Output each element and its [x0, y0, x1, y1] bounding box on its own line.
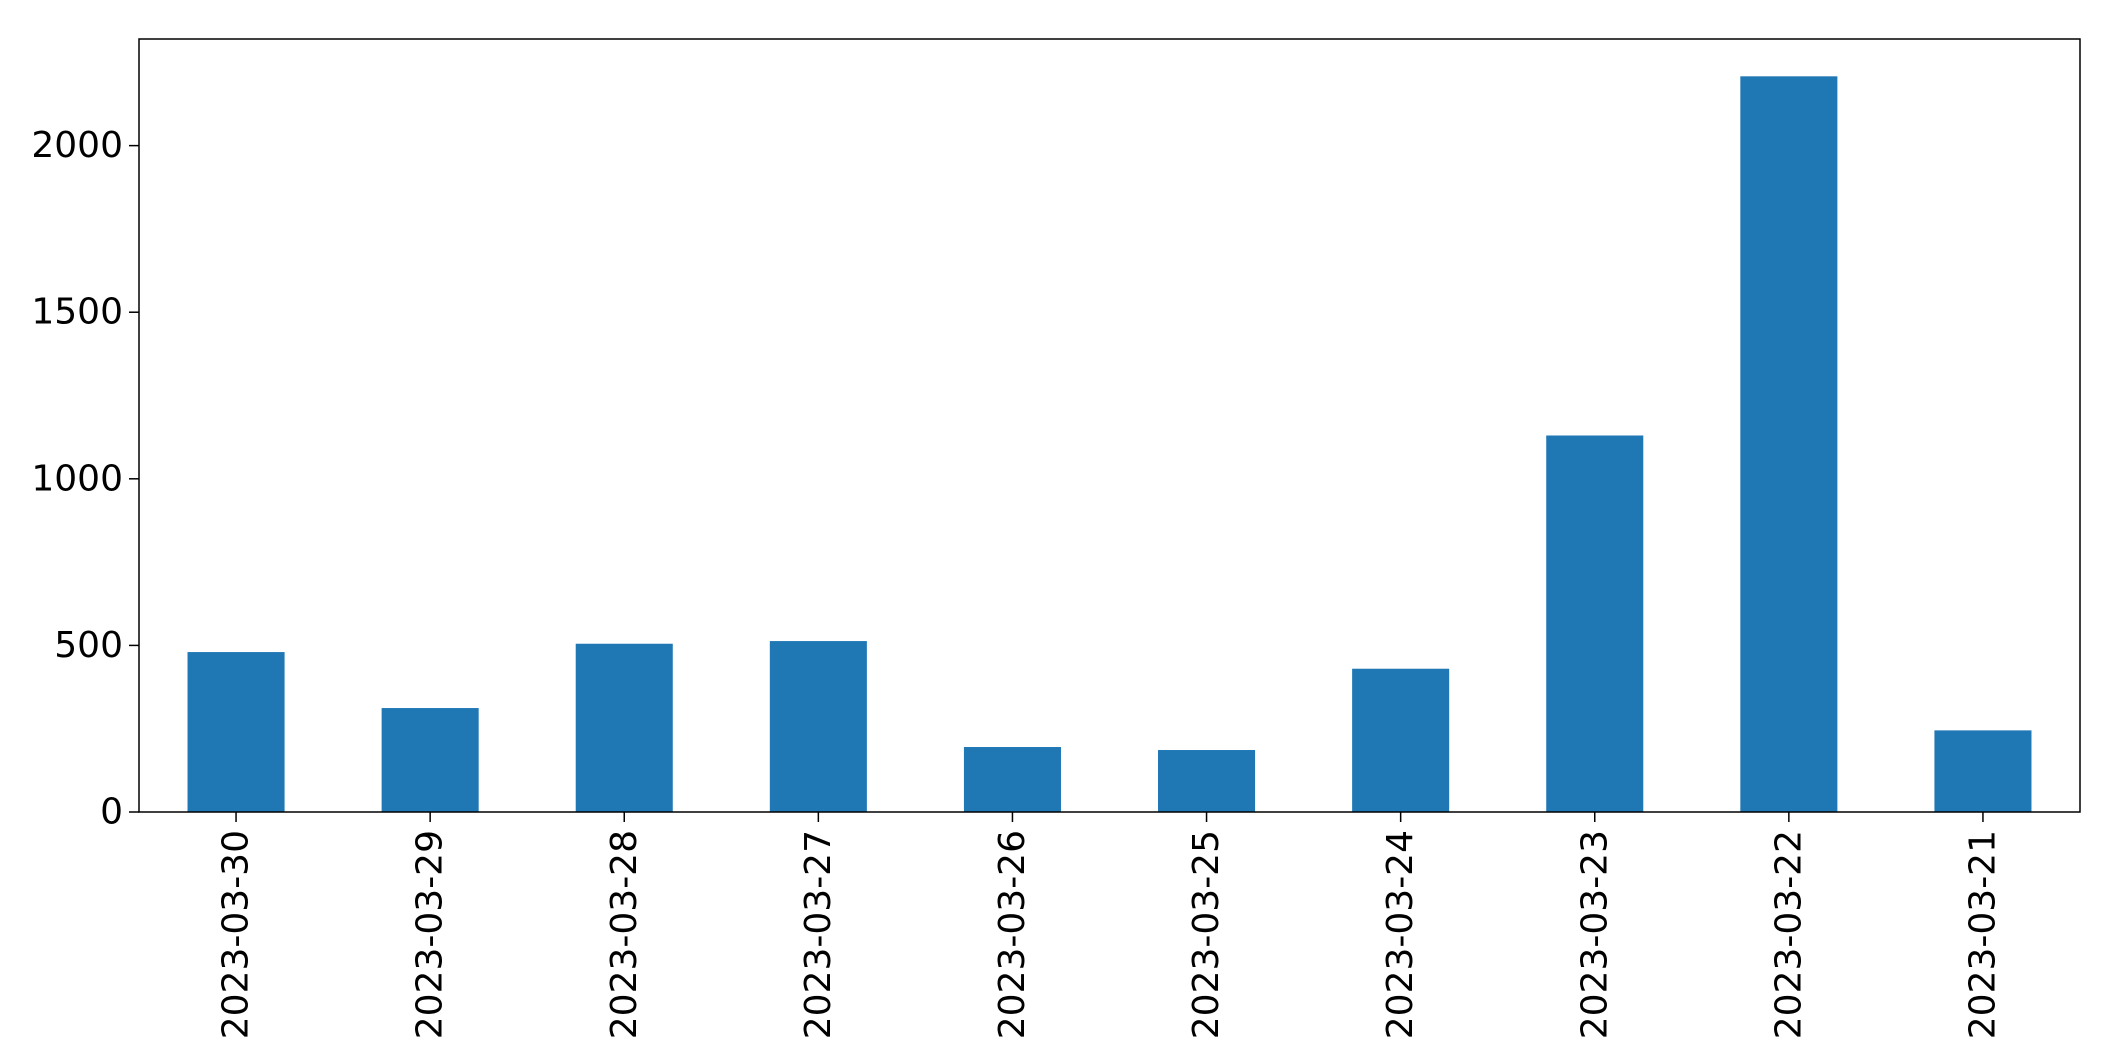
x-tick-label: 2023-03-24	[1380, 830, 1421, 1039]
y-tick-label: 2000	[31, 125, 123, 166]
x-tick-label: 2023-03-25	[1186, 830, 1227, 1039]
bar-2023-03-21	[1934, 730, 2032, 812]
x-axis: 2023-03-30 2023-03-29 2023-03-28 2023-03-27…	[216, 812, 2003, 1039]
bars-layer	[187, 76, 2032, 812]
x-tick-label: 2023-03-26	[992, 830, 1033, 1039]
bar-2023-03-27	[769, 641, 867, 812]
x-tick-label: 2023-03-30	[216, 830, 257, 1039]
bar-2023-03-25	[1158, 750, 1256, 812]
x-tick-label: 2023-03-23	[1574, 830, 1615, 1039]
bar-2023-03-22	[1740, 76, 1838, 812]
plot-area-frame	[138, 38, 2081, 813]
y-tick-label: 500	[54, 625, 123, 666]
x-tick-label: 2023-03-22	[1768, 830, 1809, 1039]
y-tick-label: 1500	[31, 292, 123, 333]
x-tick-label: 2023-03-29	[410, 830, 451, 1039]
bar-2023-03-26	[963, 747, 1061, 812]
y-tick-label: 0	[100, 792, 123, 833]
bar-2023-03-29	[381, 708, 479, 812]
x-tick-label: 2023-03-27	[798, 830, 839, 1039]
x-tick-label: 2023-03-28	[604, 830, 645, 1039]
bar-2023-03-24	[1352, 668, 1450, 812]
x-tick-label: 2023-03-21	[1962, 830, 2003, 1039]
y-tick-label: 1000	[31, 458, 123, 499]
bar-2023-03-28	[575, 643, 673, 812]
bar-2023-03-30	[187, 652, 285, 812]
y-axis: 0 500 1000 1500 2000	[31, 125, 139, 833]
bar-2023-03-23	[1546, 435, 1644, 812]
